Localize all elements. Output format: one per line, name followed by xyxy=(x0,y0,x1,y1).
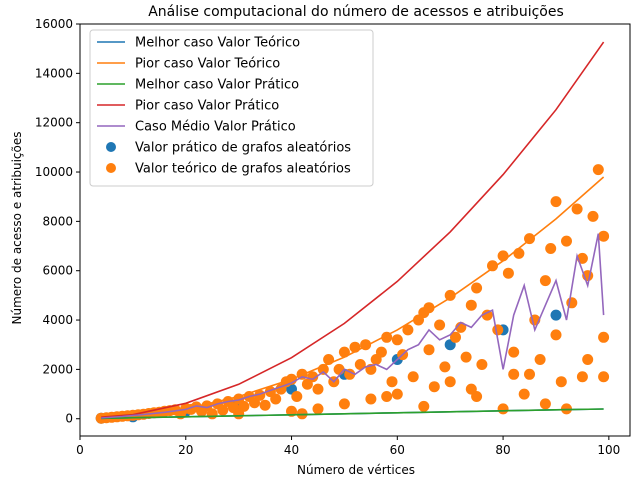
x-tick-label-0: 0 xyxy=(76,443,84,457)
scatter-point-1-37 xyxy=(291,391,303,402)
scatter-point-1-73 xyxy=(481,309,493,321)
y-tick-label-0: 0 xyxy=(65,412,73,426)
y-tick-label-4: 8000 xyxy=(42,214,73,228)
x-axis-label: Número de vértices xyxy=(297,463,415,477)
scatter-point-1-55 xyxy=(386,376,398,388)
scatter-point-1-90 xyxy=(571,203,583,215)
scatter-point-1-114 xyxy=(465,383,477,395)
scatter-point-1-84 xyxy=(539,275,551,287)
scatter-point-1-79 xyxy=(513,247,525,259)
legend-box xyxy=(89,29,374,187)
scatter-point-1-101 xyxy=(391,388,403,400)
scatter-point-1-87 xyxy=(555,376,567,388)
y-tick-label-5: 10000 xyxy=(35,165,73,179)
legend-label-6: Valor teórico de grafos aleatórios xyxy=(135,162,351,177)
legend-swatch-5 xyxy=(106,142,116,152)
scatter-point-1-107 xyxy=(539,398,551,410)
scatter-point-1-77 xyxy=(502,267,514,279)
legend-label-1: Pior caso Valor Teórico xyxy=(135,57,280,72)
scatter-point-1-53 xyxy=(375,346,387,358)
legend-label-0: Melhor caso Valor Teórico xyxy=(135,36,300,51)
scatter-point-1-47 xyxy=(344,368,356,380)
scatter-point-1-99 xyxy=(338,398,350,410)
x-tick-label-2: 40 xyxy=(284,443,299,457)
scatter-point-1-118 xyxy=(598,371,610,383)
series-line-4 xyxy=(101,233,605,419)
scatter-point-1-58 xyxy=(402,324,414,336)
scatter-point-1-74 xyxy=(487,260,498,272)
scatter-point-1-88 xyxy=(561,235,572,247)
x-tick-label-1: 20 xyxy=(178,443,193,457)
legend-label-2: Melhor caso Valor Prático xyxy=(135,78,299,93)
x-tick-label-3: 60 xyxy=(390,443,405,457)
scatter-point-0-9 xyxy=(550,309,562,321)
scatter-point-1-31 xyxy=(259,399,271,411)
x-tick-label-5: 100 xyxy=(597,443,620,457)
series-line-2 xyxy=(101,408,604,420)
axes-frame xyxy=(79,23,631,437)
scatter-point-1-86 xyxy=(550,196,562,208)
y-tick-label-1: 2000 xyxy=(42,362,73,376)
chart-title: Análise computacional do número de acess… xyxy=(148,4,564,20)
scatter-point-1-72 xyxy=(476,359,488,370)
scatter-point-1-78 xyxy=(508,346,520,358)
scatter-point-1-96 xyxy=(233,408,245,420)
scatter-point-1-56 xyxy=(391,334,403,346)
scatter-point-1-71 xyxy=(471,282,483,294)
scatter-point-1-69 xyxy=(460,351,472,363)
scatter-point-1-23 xyxy=(217,404,229,416)
scatter-point-1-63 xyxy=(428,381,440,393)
scatter-point-1-59 xyxy=(407,371,419,383)
series-line-3 xyxy=(101,41,605,418)
scatter-point-1-65 xyxy=(439,361,451,373)
y-tick-label-3: 6000 xyxy=(42,264,73,278)
scatter-point-1-92 xyxy=(582,354,594,365)
axes: 0 20 40 60 80 100 0 2000 4000 6000 8000 10000 12000 1… xyxy=(35,17,631,457)
scatter-point-1-80 xyxy=(518,388,530,400)
legend-label-3: Pior caso Valor Prático xyxy=(135,99,279,114)
scatter-point-1-98 xyxy=(312,403,324,415)
legend-swatch-6 xyxy=(106,163,116,173)
scatter-point-1-49 xyxy=(354,359,366,370)
scatter-point-1-75 xyxy=(492,324,504,336)
scatter-point-1-45 xyxy=(333,363,345,375)
scatter-point-1-83 xyxy=(534,354,546,365)
scatter-point-1-115 xyxy=(508,368,520,380)
scatter-point-1-94 xyxy=(592,164,604,176)
y-tick-label-7: 14000 xyxy=(35,66,73,80)
y-tick-label-2: 4000 xyxy=(42,313,73,327)
scatter-point-1-105 xyxy=(497,403,509,415)
scatter-point-1-64 xyxy=(434,319,446,331)
scatter-point-1-106 xyxy=(524,368,535,380)
plot-area xyxy=(95,41,610,424)
legend: Melhor caso Valor Teórico Pior caso Valor… xyxy=(89,29,374,187)
legend-label-5: Valor prático de grafos aleatórios xyxy=(135,141,351,156)
scatter-point-1-67 xyxy=(450,331,461,343)
scatter-point-1-110 xyxy=(598,331,610,343)
scatter-point-1-93 xyxy=(587,210,599,222)
scatter-point-1-33 xyxy=(270,393,282,405)
scatter-point-1-62 xyxy=(423,302,435,314)
scatter-point-1-70 xyxy=(465,299,477,311)
scatter-point-1-66 xyxy=(444,289,456,301)
x-tick-label-4: 80 xyxy=(495,443,510,457)
scatter-point-1-41 xyxy=(312,383,324,395)
scatter-point-1-76 xyxy=(497,250,509,262)
scatter-point-1-102 xyxy=(418,400,430,412)
y-tick-label-6: 12000 xyxy=(35,116,73,130)
scatter-point-1-100 xyxy=(365,393,377,405)
scatter-point-1-21 xyxy=(206,408,218,420)
scatter-point-1-103 xyxy=(444,376,456,388)
scatter-point-1-85 xyxy=(545,243,557,254)
y-tick-label-8: 16000 xyxy=(35,17,73,31)
scatter-point-1-117 xyxy=(576,371,588,383)
scatter-point-1-112 xyxy=(381,391,393,402)
scatter-point-1-95 xyxy=(598,230,610,242)
scatter-point-1-113 xyxy=(423,344,435,356)
legend-label-4: Caso Médio Valor Prático xyxy=(135,120,296,135)
scatter-point-1-116 xyxy=(550,329,562,341)
scatter-point-1-40 xyxy=(307,371,319,383)
y-axis-label: Número de acesso e atribuições xyxy=(10,132,24,325)
